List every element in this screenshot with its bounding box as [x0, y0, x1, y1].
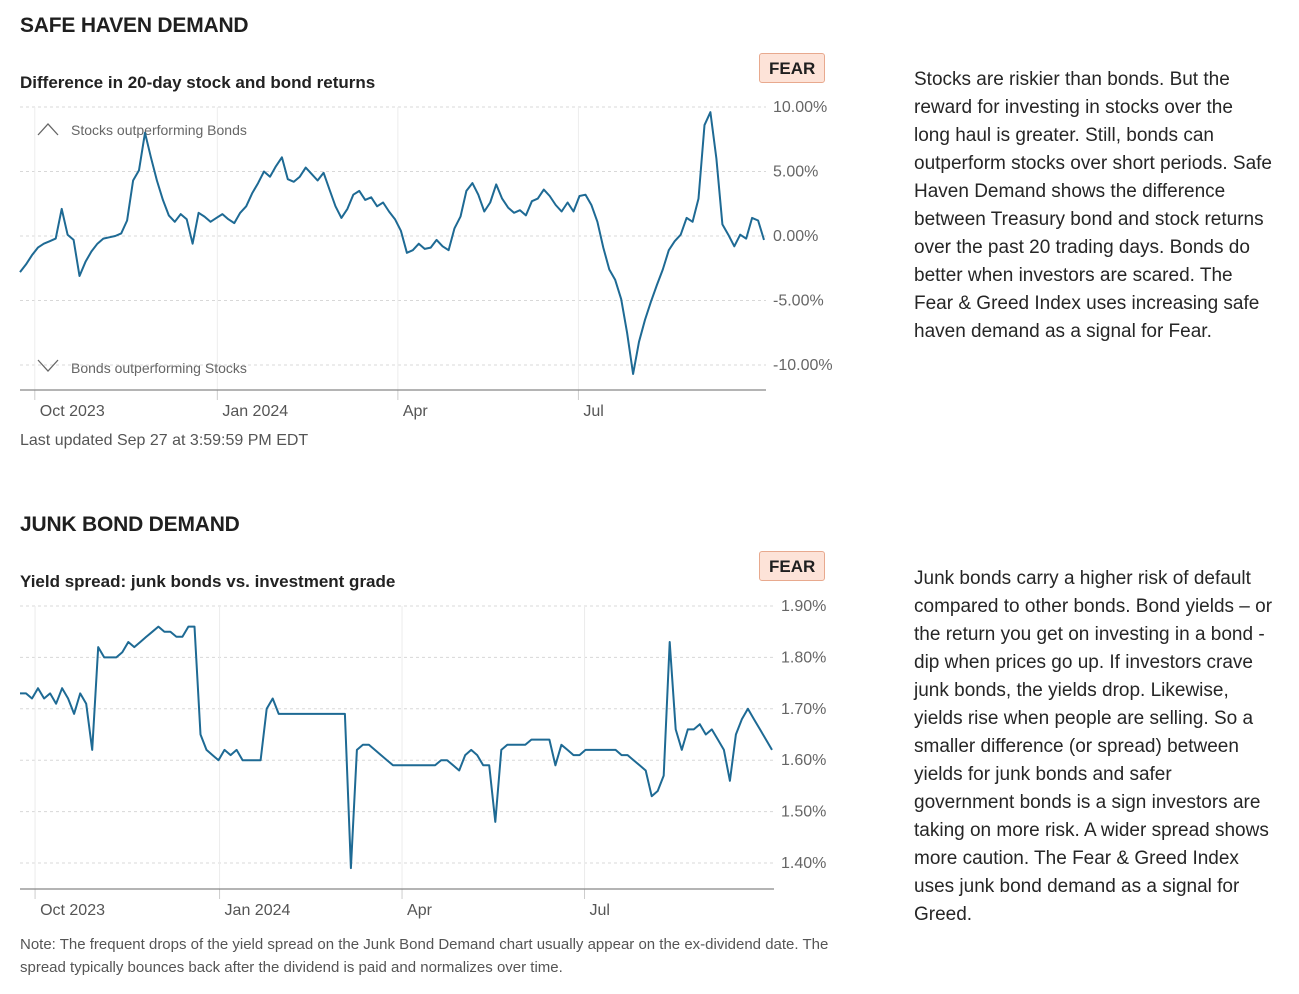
safe-haven-description: Stocks are riskier than bonds. But the r… — [914, 69, 1272, 342]
x-tick-label: Oct 2023 — [40, 403, 105, 420]
y-tick-label: -10.00% — [773, 357, 833, 374]
junk-bond-chart: 1.90% 1.80% 1.70% 1.60% 1.50% 1.40% Oct 2023 Ja… — [20, 598, 826, 919]
y-tick-label: 5.00% — [773, 164, 818, 181]
last-updated-text: Last updated Sep 27 at 3:59:59 PM EDT — [20, 432, 309, 449]
dividend-note: Note: The frequent drops of the yield sp… — [20, 936, 829, 976]
x-tick-label: Jul — [590, 902, 610, 919]
junk-bond-description: Junk bonds carry a higher risk of defaul… — [914, 568, 1273, 925]
section-title-safe-haven: SAFE HAVEN DEMAND — [20, 14, 249, 37]
fear-badge-safe-haven: FEAR — [759, 53, 826, 83]
y-tick-label: 1.70% — [781, 701, 826, 718]
x-tick-label: Apr — [403, 403, 429, 420]
y-tick-label: 1.40% — [781, 855, 826, 872]
y-tick-label: -5.00% — [773, 293, 824, 310]
x-tick-label: Jan 2024 — [225, 902, 291, 919]
fear-badge-junk-bond: FEAR — [759, 551, 826, 581]
series-line — [19, 111, 765, 375]
x-tick-label: Oct 2023 — [40, 902, 105, 919]
annotation-bonds-outperforming: Bonds outperforming Stocks — [71, 360, 247, 376]
x-tick-label: Jan 2024 — [222, 403, 288, 420]
x-tick-label: Jul — [583, 403, 603, 420]
y-tick-label: 1.60% — [781, 752, 826, 769]
chart-title-junk-bond: Yield spread: junk bonds vs. investment … — [20, 572, 396, 591]
y-tick-label: 1.50% — [781, 804, 826, 821]
section-title-junk-bond: JUNK BOND DEMAND — [20, 513, 240, 536]
annotation-stocks-outperforming: Stocks outperforming Bonds — [71, 122, 247, 138]
chart-title-safe-haven: Difference in 20-day stock and bond retu… — [20, 73, 376, 92]
y-tick-label: 1.80% — [781, 649, 826, 666]
safe-haven-chart: 10.00% 5.00% 0.00% -5.00% -10.00% Oct 2023 Jan… — [19, 99, 833, 420]
series-line — [20, 625, 773, 870]
y-tick-label: 10.00% — [773, 99, 827, 116]
chevron-up-icon — [37, 123, 59, 136]
x-tick-label: Apr — [407, 902, 433, 919]
chevron-down-icon — [37, 359, 59, 372]
y-tick-label: 1.90% — [781, 598, 826, 615]
y-tick-label: 0.00% — [773, 228, 818, 245]
